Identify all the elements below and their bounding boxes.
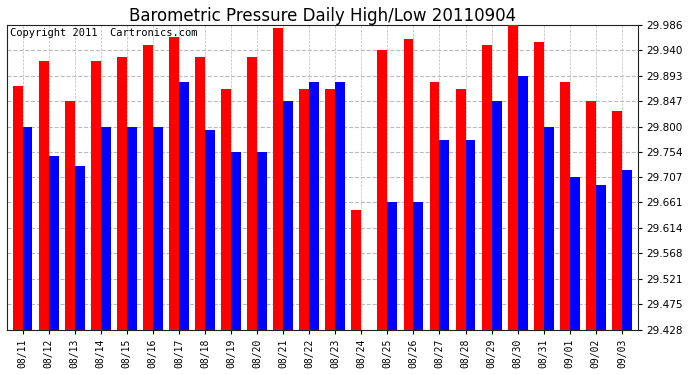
Bar bbox=[466, 140, 475, 330]
Bar bbox=[221, 89, 231, 330]
Bar bbox=[387, 202, 397, 330]
Bar bbox=[299, 89, 309, 330]
Bar bbox=[518, 76, 528, 330]
Bar bbox=[596, 185, 606, 330]
Bar bbox=[75, 166, 85, 330]
Bar bbox=[273, 28, 283, 330]
Bar bbox=[612, 111, 622, 330]
Bar bbox=[560, 82, 570, 330]
Bar bbox=[508, 25, 518, 330]
Bar bbox=[101, 127, 110, 330]
Bar bbox=[326, 89, 335, 330]
Bar bbox=[440, 140, 449, 330]
Bar bbox=[404, 39, 413, 330]
Bar bbox=[65, 101, 75, 330]
Bar bbox=[91, 61, 101, 330]
Bar bbox=[231, 152, 241, 330]
Bar bbox=[544, 127, 553, 330]
Bar bbox=[247, 57, 257, 330]
Bar bbox=[143, 45, 153, 330]
Bar bbox=[430, 82, 440, 330]
Text: Copyright 2011  Cartronics.com: Copyright 2011 Cartronics.com bbox=[10, 28, 197, 38]
Bar bbox=[12, 86, 23, 330]
Bar bbox=[48, 156, 59, 330]
Bar bbox=[570, 177, 580, 330]
Bar bbox=[195, 57, 205, 330]
Bar bbox=[23, 127, 32, 330]
Bar bbox=[351, 210, 362, 330]
Bar bbox=[153, 127, 163, 330]
Bar bbox=[586, 101, 596, 330]
Bar bbox=[179, 82, 189, 330]
Bar bbox=[377, 50, 387, 330]
Bar bbox=[335, 82, 345, 330]
Bar bbox=[205, 130, 215, 330]
Bar bbox=[169, 37, 179, 330]
Bar bbox=[622, 170, 632, 330]
Bar bbox=[257, 152, 267, 330]
Bar bbox=[455, 89, 466, 330]
Bar bbox=[39, 61, 48, 330]
Title: Barometric Pressure Daily High/Low 20110904: Barometric Pressure Daily High/Low 20110… bbox=[128, 7, 516, 25]
Bar bbox=[413, 202, 424, 330]
Bar bbox=[482, 45, 491, 330]
Bar bbox=[309, 82, 319, 330]
Bar bbox=[117, 57, 127, 330]
Bar bbox=[283, 101, 293, 330]
Bar bbox=[534, 42, 544, 330]
Bar bbox=[491, 101, 502, 330]
Bar bbox=[127, 127, 137, 330]
